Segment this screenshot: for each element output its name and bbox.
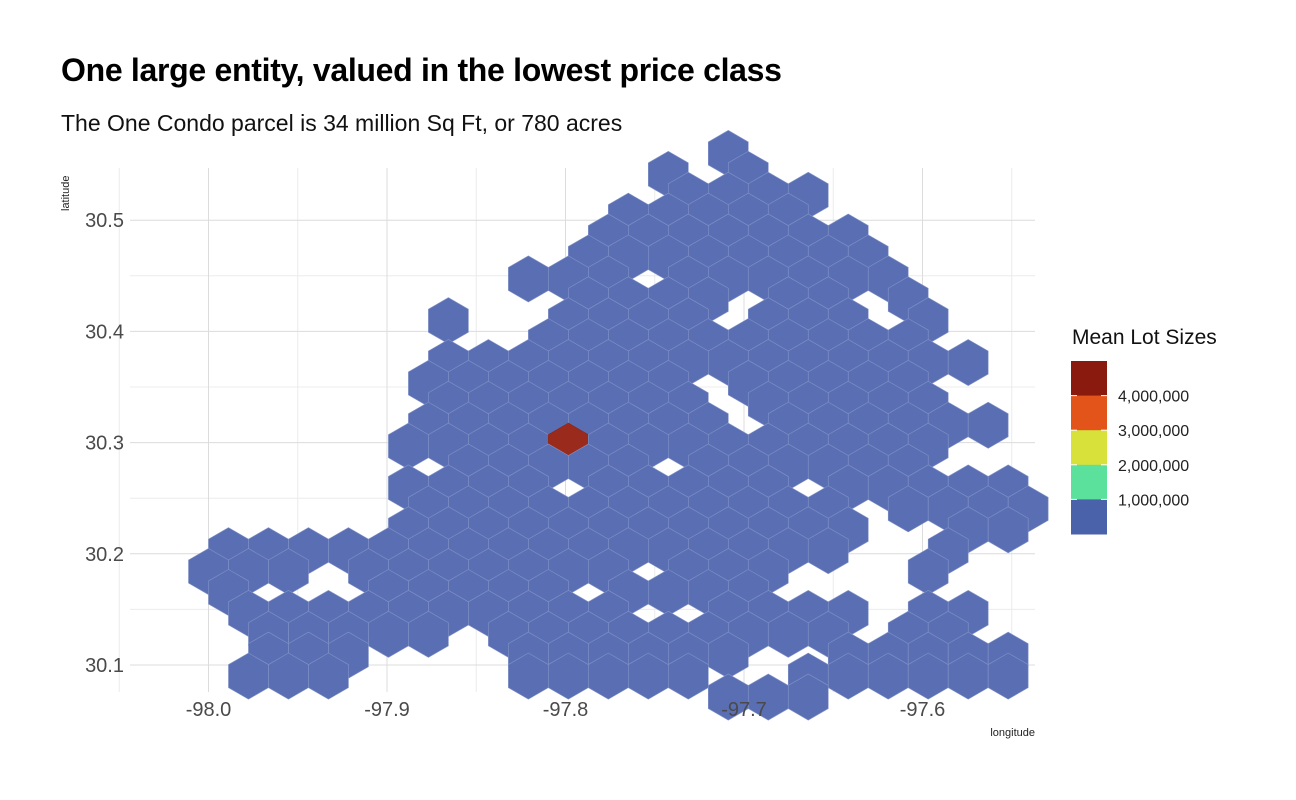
hex-bin	[308, 652, 349, 700]
legend-title: Mean Lot Sizes	[1072, 326, 1217, 349]
x-tick-label: -97.8	[543, 699, 589, 721]
legend-label: 4,000,000	[1118, 389, 1189, 406]
legend-label: 2,000,000	[1118, 458, 1189, 475]
x-axis-label: longitude	[990, 727, 1035, 739]
legend-key	[1071, 430, 1107, 466]
y-axis-label: latitude	[60, 176, 72, 211]
x-tick-label: -97.6	[900, 699, 946, 721]
chart-subtitle: The One Condo parcel is 34 million Sq Ft…	[61, 110, 623, 136]
hex-bin	[508, 255, 549, 303]
y-tick-label: 30.5	[85, 210, 124, 232]
hex-bin	[668, 652, 709, 700]
x-tick-label: -97.9	[364, 699, 410, 721]
x-tick-label: -97.7	[721, 699, 767, 721]
hex-bin	[967, 401, 1009, 449]
legend-keys	[1071, 361, 1107, 535]
hex-bin	[807, 527, 849, 575]
chart-title: One large entity, valued in the lowest p…	[61, 52, 782, 88]
y-axis-ticks: 30.1 30.2 30.3 30.4 30.5	[85, 210, 124, 677]
y-tick-label: 30.4	[85, 321, 124, 343]
x-tick-label: -98.0	[186, 699, 232, 721]
y-tick-label: 30.3	[85, 433, 124, 455]
legend-key	[1071, 361, 1107, 397]
hex-bin	[987, 506, 1029, 554]
hex-bin	[408, 610, 449, 658]
legend-labels: 4,000,000 3,000,000 2,000,000 1,000,000	[1118, 389, 1189, 510]
legend-label: 1,000,000	[1118, 492, 1189, 509]
hex-bin	[947, 339, 989, 386]
legend-label: 3,000,000	[1118, 423, 1189, 440]
hex-bins	[188, 130, 1049, 721]
hex-bin	[428, 297, 469, 345]
hex-bin	[787, 673, 829, 721]
x-axis-ticks: -98.0 -97.9 -97.8 -97.7 -97.6	[186, 699, 946, 721]
legend-key	[1071, 464, 1107, 500]
hex-bin	[987, 652, 1029, 700]
legend-key	[1071, 395, 1107, 431]
y-tick-label: 30.1	[85, 655, 124, 677]
legend-key	[1071, 499, 1107, 535]
y-tick-label: 30.2	[85, 544, 124, 566]
